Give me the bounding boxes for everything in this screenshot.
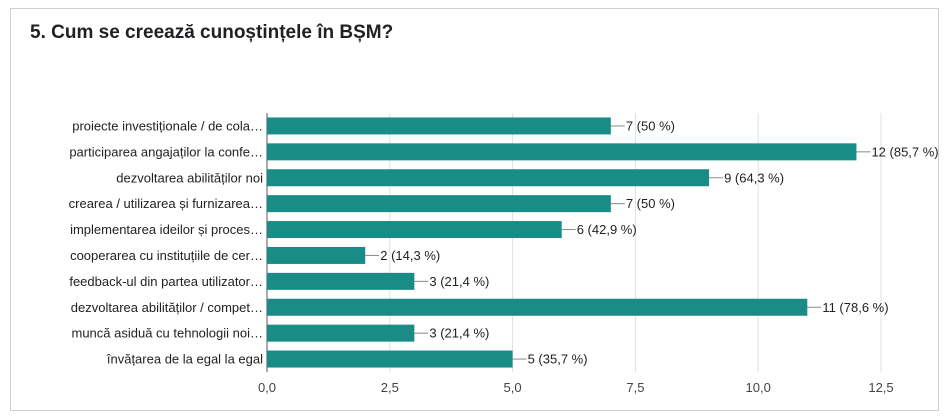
value-label: 7 (50 %) xyxy=(626,118,675,133)
category-label: implementarea ideilor și proces… xyxy=(70,222,263,237)
value-label: 7 (50 %) xyxy=(626,196,675,211)
category-label: feedback-ul din partea utilizator… xyxy=(69,274,263,289)
category-label: crearea / utilizarea și furnizarea… xyxy=(69,196,263,211)
category-label: muncă asiduă cu tehnologii noi… xyxy=(71,326,263,341)
bar xyxy=(267,221,562,239)
x-tick-label: 0,0 xyxy=(258,380,276,395)
value-label: 3 (21,4 %) xyxy=(429,326,489,341)
category-label: învățarea de la egal la egal xyxy=(106,352,263,367)
category-label: dezvoltarea abilităților / compet… xyxy=(71,300,263,315)
bar xyxy=(267,143,857,161)
question-title: 5. Cum se creează cunoștințele în BȘM? xyxy=(30,22,394,43)
category-label: proiecte investiționale / de cola… xyxy=(72,118,263,133)
bar xyxy=(267,246,366,264)
value-label: 9 (64,3 %) xyxy=(724,170,784,185)
value-label: 11 (78,6 %) xyxy=(822,300,888,315)
bar xyxy=(267,195,611,213)
value-label: 12 (85,7 %) xyxy=(871,144,938,159)
x-tick-label: 12,5 xyxy=(868,380,893,395)
value-labels: 7 (50 %) 12 (85,7 %) 9 (64,3 %) 7 (50 %) 6 (… xyxy=(365,118,939,367)
x-tick-label: 5,0 xyxy=(504,380,522,395)
bar xyxy=(267,169,710,187)
category-label: participarea angajaților la confe… xyxy=(69,144,263,159)
bar xyxy=(267,298,808,316)
bar xyxy=(267,272,415,290)
bar xyxy=(267,350,513,368)
x-tick-label: 7,5 xyxy=(626,380,644,395)
bar xyxy=(267,117,611,135)
value-label: 2 (14,3 %) xyxy=(380,248,440,263)
x-tick-label: 2,5 xyxy=(381,380,399,395)
bar xyxy=(267,324,415,342)
x-axis-ticks: 0,0 2,5 5,0 7,5 10,0 12,5 xyxy=(258,380,894,395)
value-label: 6 (42,9 %) xyxy=(577,222,637,237)
bars xyxy=(267,117,857,368)
category-label: dezvoltarea abilităților noi xyxy=(116,170,263,185)
x-tick-label: 10,0 xyxy=(746,380,771,395)
category-label: cooperarea cu instituțiile de cer… xyxy=(70,248,263,263)
value-label: 3 (21,4 %) xyxy=(429,274,489,289)
value-label: 5 (35,7 %) xyxy=(528,352,588,367)
category-labels: proiecte investiționale / de cola… partic… xyxy=(69,118,263,366)
